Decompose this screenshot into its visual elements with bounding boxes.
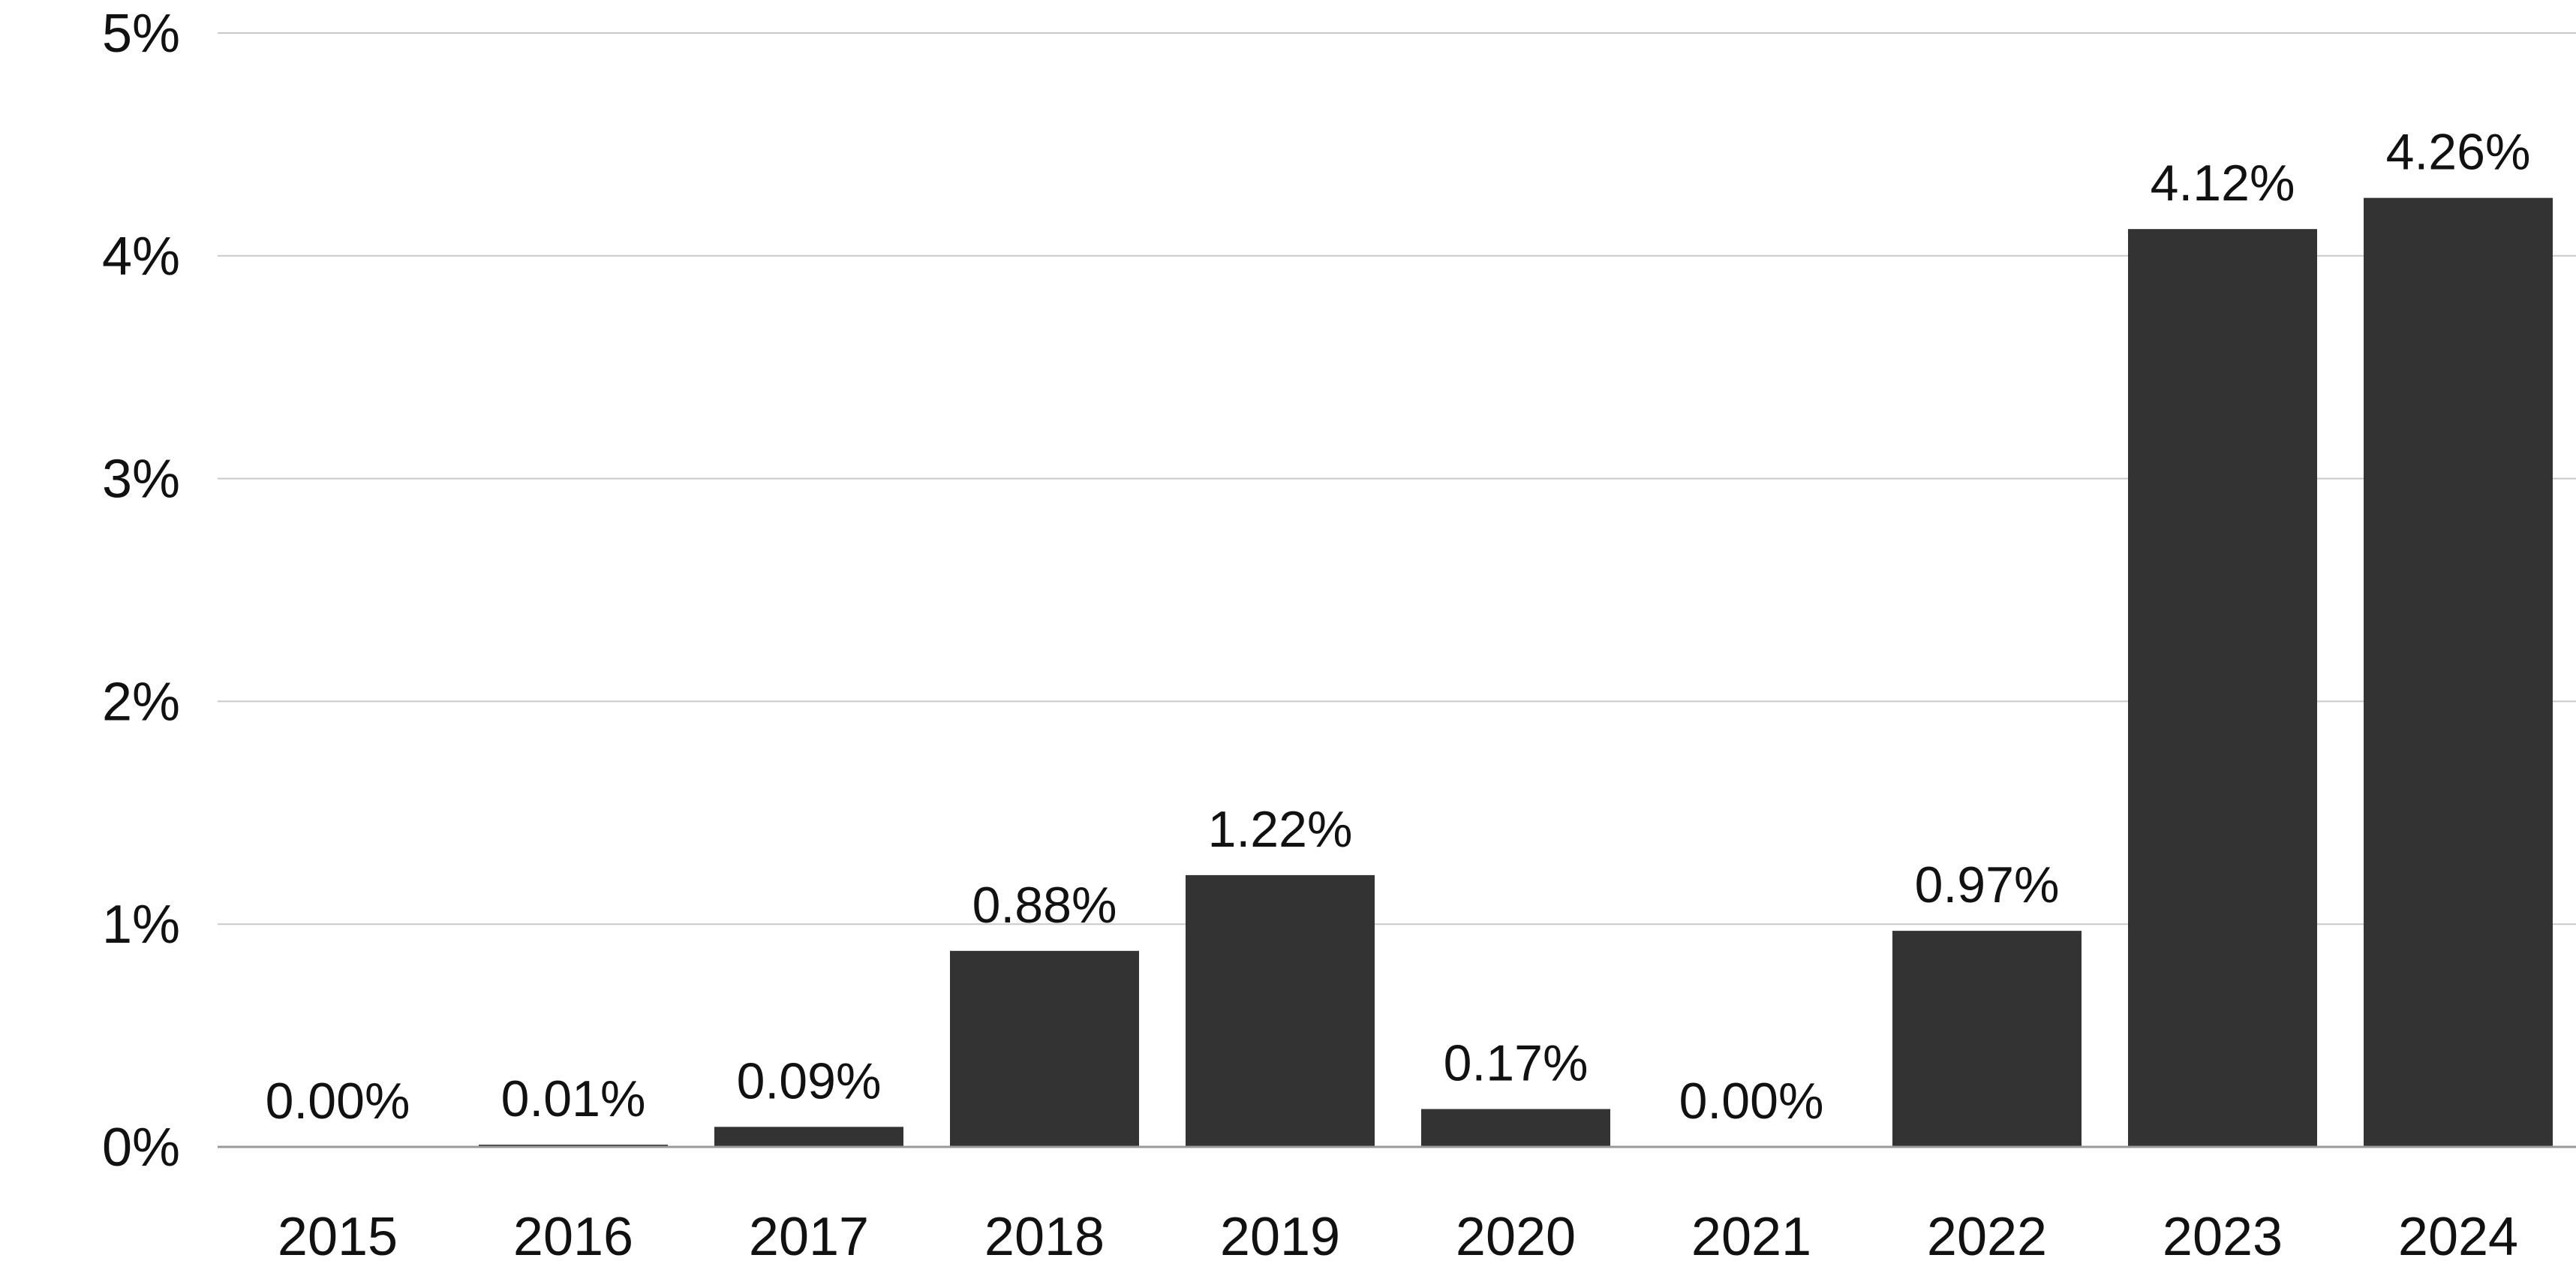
x-tick-label-2024: 2024 xyxy=(2398,1207,2518,1267)
data-label-2022: 0.97% xyxy=(1915,856,2060,913)
x-tick-label-2022: 2022 xyxy=(1927,1207,2047,1267)
axes: 0% 1% 2% 3% 4% 5% 2015 2016 2017 2018 2019 2020 2021… xyxy=(102,4,2576,1267)
data-label-2016: 0.01% xyxy=(501,1070,646,1127)
data-label-2017: 0.09% xyxy=(737,1052,882,1109)
bar-2023 xyxy=(2128,229,2317,1148)
y-tick-label: 2% xyxy=(102,672,180,732)
y-tick-label: 3% xyxy=(102,450,180,510)
bar-2024 xyxy=(2364,197,2553,1148)
bar-2018 xyxy=(950,950,1139,1147)
bar-2017 xyxy=(714,1127,903,1147)
y-tick-label: 5% xyxy=(102,4,180,64)
data-label-2024: 4.26% xyxy=(2386,124,2531,181)
x-tick-label-2019: 2019 xyxy=(1220,1207,1340,1267)
data-label-2018: 0.88% xyxy=(972,877,1117,934)
x-tick-label-2017: 2017 xyxy=(749,1207,869,1267)
data-label-2023: 4.12% xyxy=(2151,155,2295,212)
data-label-2019: 1.22% xyxy=(1208,801,1353,858)
bar-2022 xyxy=(1892,931,2082,1147)
x-tick-label-2020: 2020 xyxy=(1456,1207,1576,1267)
x-tick-label-2021: 2021 xyxy=(1691,1207,1811,1267)
x-tick-label-2023: 2023 xyxy=(2163,1207,2283,1267)
data-labels: 0.00% 0.01% 0.09% 0.88% 1.22% 0.17% 0.00% 0.97%… xyxy=(266,124,2531,1130)
data-label-2020: 0.17% xyxy=(1444,1035,1589,1092)
bars xyxy=(479,197,2553,1148)
y-tick-label: 0% xyxy=(102,1118,180,1178)
x-tick-label-2015: 2015 xyxy=(278,1207,398,1267)
x-tick-label-2018: 2018 xyxy=(984,1207,1105,1267)
y-tick-label: 4% xyxy=(102,227,180,287)
x-tick-label-2016: 2016 xyxy=(513,1207,633,1267)
data-label-2015: 0.00% xyxy=(266,1073,410,1130)
y-tick-label: 1% xyxy=(102,895,180,955)
data-label-2021: 0.00% xyxy=(1679,1073,1824,1130)
bar-2019 xyxy=(1186,874,1375,1147)
bar-2020 xyxy=(1421,1109,1610,1147)
